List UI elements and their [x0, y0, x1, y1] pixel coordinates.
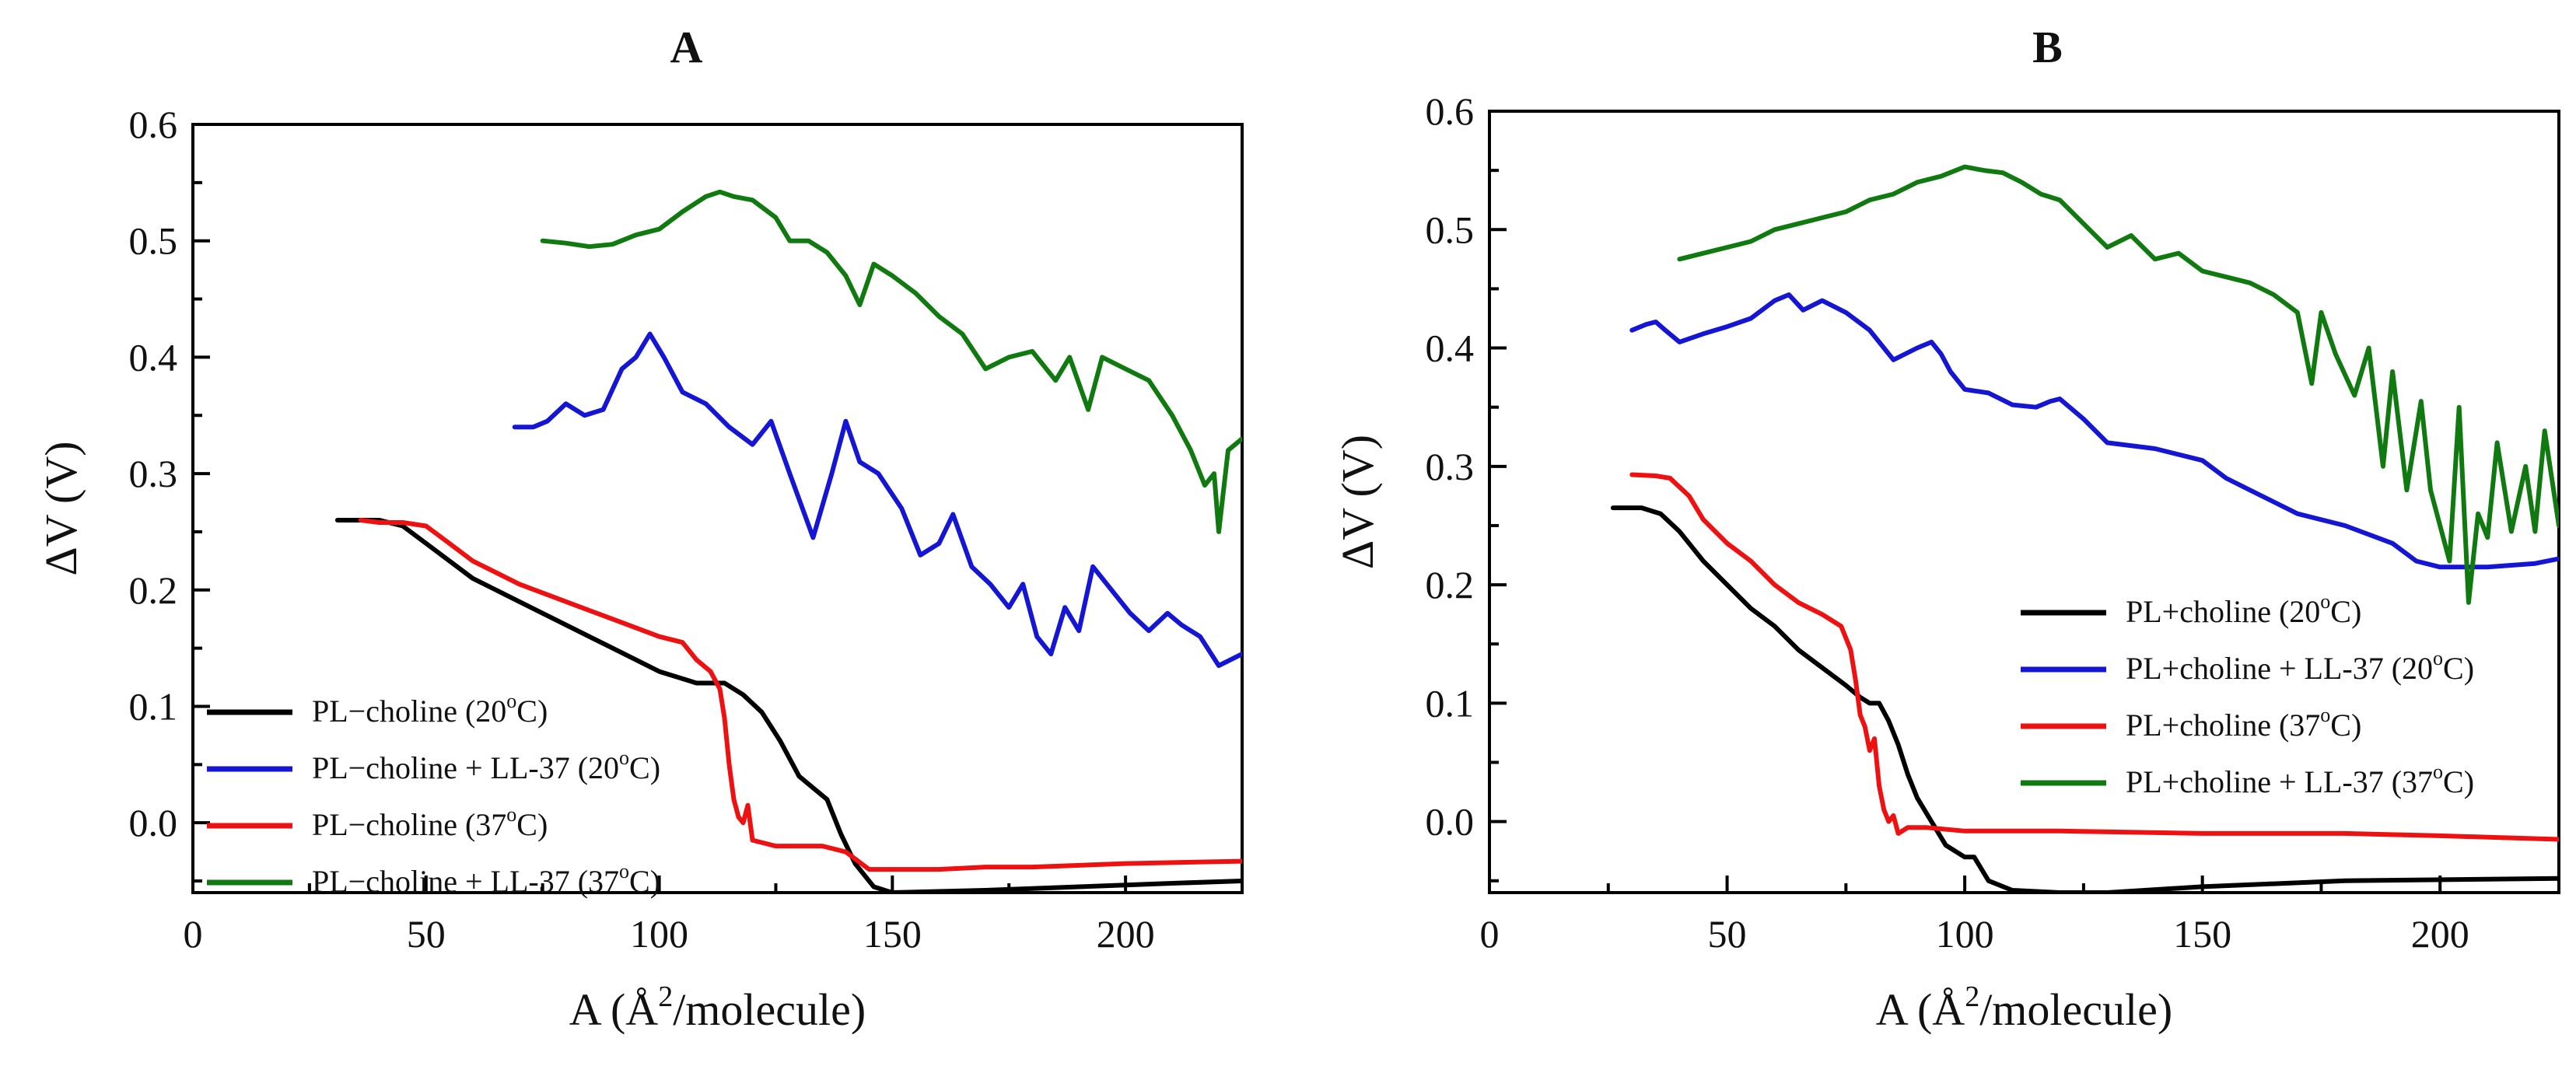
chart-panel-b: B 0 50 100 150 200 0.0 0.1 0.2 0.3 0.4 0.5 0.6 A (Å2/…	[1332, 22, 2560, 1035]
x-axis-title-part: /molecule)	[673, 984, 866, 1035]
series-line-4	[1677, 164, 2559, 605]
y-axis-title: ΔV (V)	[1332, 435, 1383, 569]
legend-sup: o	[506, 803, 516, 826]
y-tick-label: 0.3	[129, 452, 178, 495]
legend-entry: PL−choline (37oC)	[312, 803, 548, 842]
y-tick-label: 0.5	[129, 219, 178, 263]
chart-panel-a: A 0 50 100 150 200 0.0 0.1 0.2 0.3 0.4 0.5 0.6 A (Å2/…	[36, 22, 1244, 1035]
x-axis-title-part: A (Å	[1876, 984, 1965, 1035]
legend-entry: PL+choline (37oC)	[2126, 704, 2361, 743]
legend-entry: PL+choline + LL-37 (37oC)	[2126, 760, 2474, 799]
legend-sup: o	[2433, 760, 2443, 783]
legend-label: PL+choline (37	[2126, 708, 2320, 743]
panel-title: B	[2032, 22, 2063, 72]
y-tick-label: 0.3	[1426, 445, 1475, 488]
legend-label-end: C)	[2330, 708, 2361, 743]
x-axis-title-part: A (Å	[569, 984, 659, 1035]
y-tick-label: 0.1	[1426, 681, 1475, 725]
x-axis-title: A (Å2/molecule)	[569, 980, 866, 1035]
legend-label-end: C)	[516, 694, 548, 729]
legend-sup: o	[2433, 647, 2443, 669]
x-axis-title: A (Å2/molecule)	[1876, 980, 2172, 1035]
y-tick-label: 0.6	[129, 103, 178, 146]
x-tick-label: 50	[1708, 912, 1747, 956]
series-line-2	[512, 331, 1242, 669]
y-tick-label: 0.1	[129, 684, 178, 728]
x-tick-label: 100	[630, 912, 688, 956]
series-line-3	[1629, 472, 2559, 842]
x-tick-label: 50	[407, 912, 446, 956]
legend-entry: PL−choline (20oC)	[312, 690, 548, 729]
y-tick-label: 0.2	[129, 568, 178, 612]
legend-label-end: C)	[629, 750, 660, 785]
series-line-4	[540, 189, 1242, 534]
x-axis-title-sup: 2	[658, 980, 673, 1013]
x-tick-label: 100	[1936, 912, 1994, 956]
legend-sup: o	[2320, 590, 2330, 613]
legend-label-end: C)	[516, 807, 548, 842]
x-tick-label: 150	[863, 912, 922, 956]
x-axis-title-part: /molecule)	[1979, 984, 2172, 1035]
x-axis-title-sup: 2	[1965, 980, 1979, 1013]
legend-label: PL+choline + LL-37 (20	[2126, 651, 2433, 686]
x-tick-label: 0	[1480, 912, 1500, 956]
x-tick-label: 200	[2411, 912, 2469, 956]
series-line-1	[334, 518, 1242, 893]
plot-frame	[191, 123, 1244, 894]
legend-label: PL−choline (37	[312, 807, 506, 842]
y-axis-title: ΔV (V)	[36, 441, 86, 575]
legend-label: PL+choline (20	[2126, 594, 2320, 629]
legend-sup: o	[2320, 704, 2330, 726]
legend-sup: o	[619, 860, 629, 883]
panel-title: A	[670, 22, 703, 72]
legend-label-end: C)	[2443, 764, 2474, 799]
y-tick-label: 0.4	[129, 335, 178, 379]
series-line-2	[1629, 292, 2559, 570]
legend-label-end: C)	[629, 864, 660, 899]
legend-sup: o	[506, 690, 516, 712]
legend-label-end: C)	[2330, 594, 2361, 629]
y-tick-label: 0.6	[1426, 89, 1475, 133]
y-tick-label: 0.0	[1426, 800, 1475, 844]
y-tick-label: 0.5	[1426, 208, 1475, 251]
y-tick-label: 0.0	[129, 801, 178, 844]
legend-label: PL−choline + LL-37 (37	[312, 864, 619, 899]
legend-sup: o	[619, 746, 629, 769]
y-tick-label: 0.2	[1426, 563, 1475, 606]
legend-label: PL+choline + LL-37 (37	[2126, 764, 2433, 799]
series-line-3	[358, 518, 1242, 872]
legend-label-end: C)	[2443, 651, 2474, 686]
legend-entry: PL−choline + LL-37 (37oC)	[312, 860, 660, 899]
x-tick-label: 200	[1097, 912, 1155, 956]
legend-label: PL−choline + LL-37 (20	[312, 750, 619, 785]
y-tick-label: 0.4	[1426, 327, 1475, 370]
series-line-1	[1610, 505, 2559, 893]
legend-label: PL−choline (20	[312, 694, 506, 729]
legend-entry: PL+choline (20oC)	[2126, 590, 2361, 629]
legend-entry: PL−choline + LL-37 (20oC)	[312, 746, 660, 785]
legend-entry: PL+choline + LL-37 (20oC)	[2126, 647, 2474, 686]
x-tick-label: 150	[2173, 912, 2231, 956]
x-tick-label: 0	[184, 912, 203, 956]
